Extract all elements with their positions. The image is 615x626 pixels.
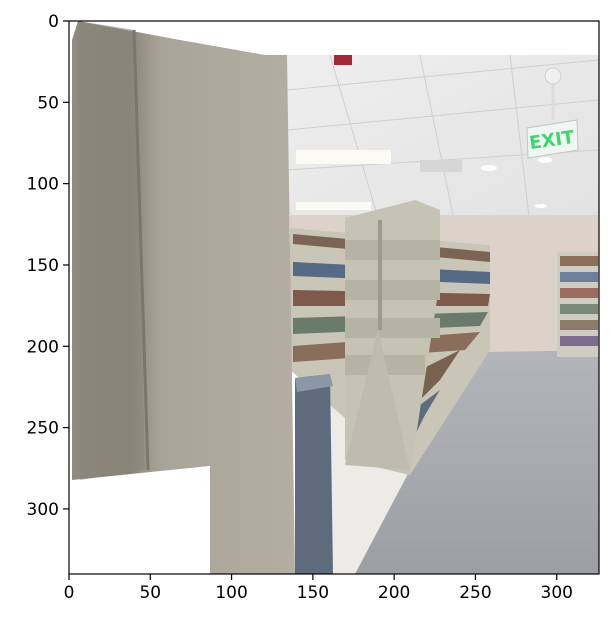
ceiling-light <box>481 165 497 171</box>
pillar-edge <box>132 29 150 471</box>
x-tick-label: 300 <box>541 583 573 603</box>
ceiling-light <box>296 202 371 210</box>
kiosk <box>295 374 333 574</box>
x-axis: 0 50 100 150 200 250 300 <box>64 574 573 603</box>
y-tick-label: 200 <box>27 337 59 357</box>
exit-sign: EXIT <box>526 67 579 159</box>
y-tick-label: 50 <box>37 93 59 113</box>
x-tick-label: 150 <box>297 583 329 603</box>
y-tick-label: 150 <box>27 256 59 276</box>
y-tick-label: 300 <box>27 500 59 520</box>
x-tick-label: 200 <box>378 583 410 603</box>
y-tick-label: 0 <box>48 12 59 32</box>
ceiling-light <box>296 150 391 164</box>
y-tick-label: 100 <box>27 175 59 195</box>
axes-frame <box>68 20 600 575</box>
ceiling-light <box>538 157 552 163</box>
x-tick-label: 100 <box>215 583 247 603</box>
ceiling-fixture <box>334 55 352 65</box>
x-tick-label: 50 <box>139 583 161 603</box>
y-tick-label: 250 <box>27 419 59 439</box>
library-photo: EXIT <box>69 21 599 574</box>
y-axis: 0 50 100 150 200 250 300 <box>27 12 69 520</box>
ceiling-vent <box>420 160 462 172</box>
pillar-shadow-edge <box>78 21 145 480</box>
x-tick-label: 0 <box>64 583 75 603</box>
image-cutout <box>70 466 210 574</box>
x-tick-label: 250 <box>459 583 491 603</box>
aisle-bookshelves <box>290 200 490 475</box>
ceiling-light <box>535 204 547 208</box>
wall-bookshelf <box>557 252 599 357</box>
